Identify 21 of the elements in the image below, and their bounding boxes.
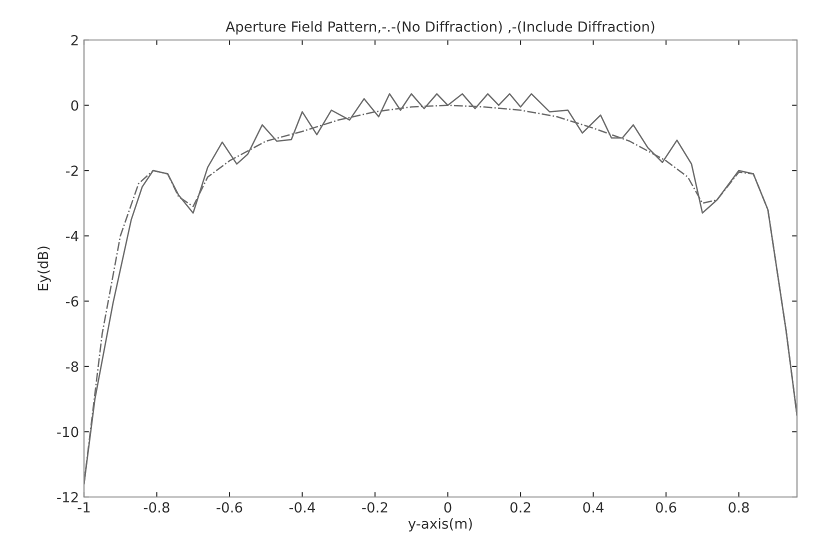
x-tick-label: -0.4 — [289, 502, 316, 513]
y-axis-title: Ey(dB) — [37, 246, 51, 290]
y-tick-label: -10 — [57, 426, 78, 438]
y-tick-label: 2 — [71, 34, 78, 46]
y-tick-label: -12 — [57, 492, 78, 502]
y-tick-label: -4 — [66, 231, 78, 242]
x-tick-label: 0.4 — [583, 502, 604, 513]
x-tick-label: 0 — [444, 502, 452, 513]
y-tick-label: 0 — [71, 100, 78, 111]
x-tick-label: -0.6 — [216, 502, 242, 513]
x-tick-label: -0.8 — [144, 502, 170, 513]
y-tick-label: -6 — [66, 296, 78, 307]
chart-title: Aperture Field Pattern,-.-(No Diffraction) ,-(Include Diffraction) — [226, 21, 654, 35]
x-tick-label: -1 — [78, 502, 90, 512]
x-tick-label: 0.8 — [728, 502, 749, 513]
x-tick-label: -0.2 — [362, 502, 388, 513]
x-tick-label: 0.6 — [656, 502, 676, 513]
y-tick-label: -2 — [66, 166, 78, 176]
x-axis-title: y-axis(m) — [408, 518, 472, 532]
y-tick-label: -8 — [66, 361, 78, 372]
x-tick-label: 0.2 — [510, 502, 530, 513]
